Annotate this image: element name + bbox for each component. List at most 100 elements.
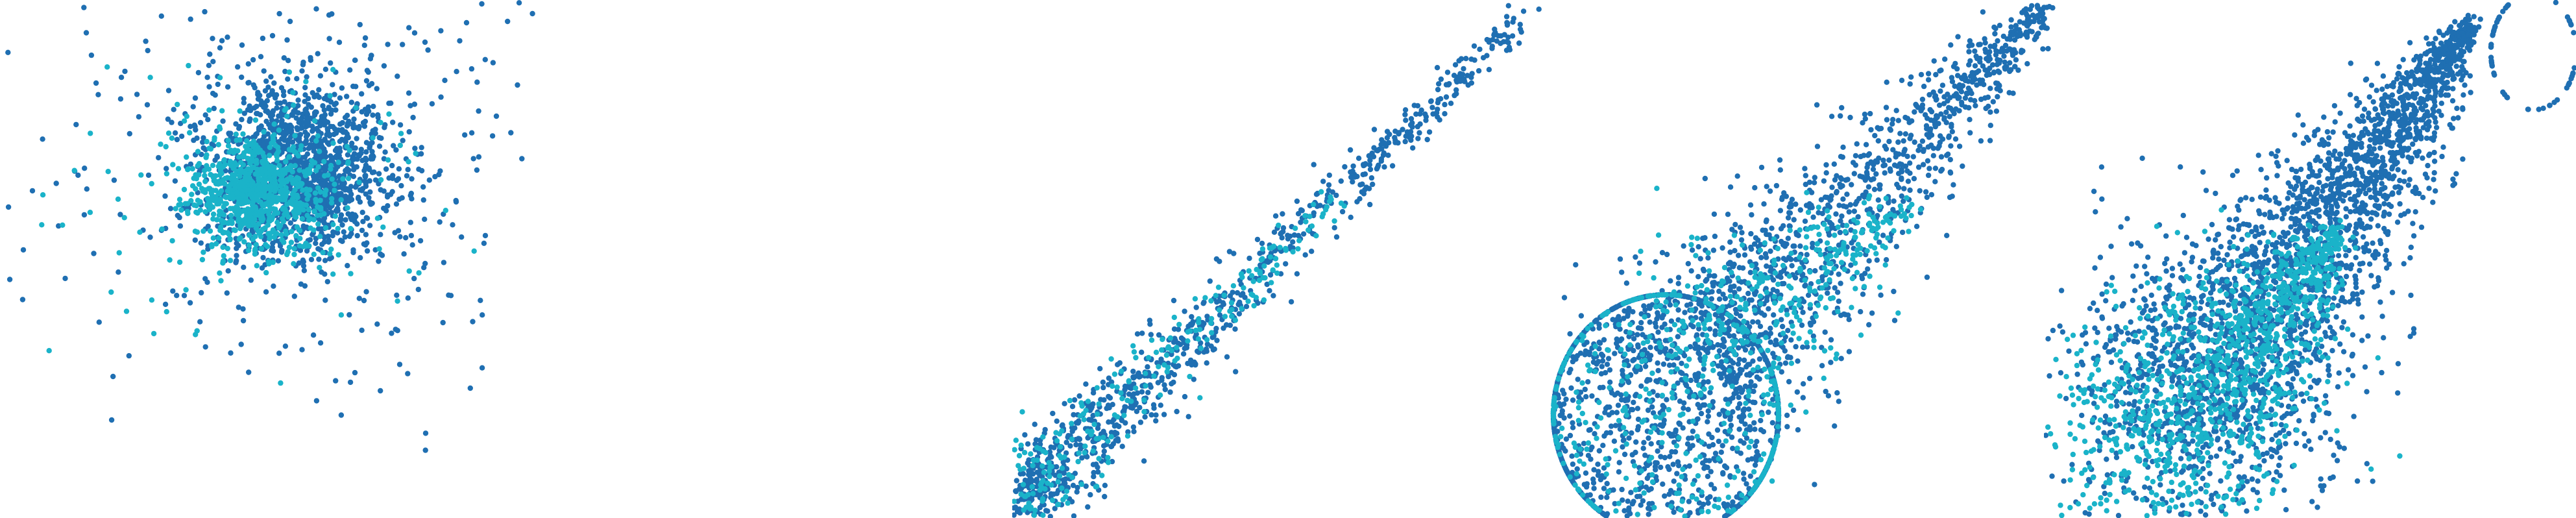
scatter-point <box>357 21 363 28</box>
scatter-point <box>1611 438 1618 444</box>
scatter-point <box>1598 494 1604 500</box>
scatter-point <box>60 222 66 228</box>
scatter-point <box>1313 191 1320 197</box>
scatter-point <box>2024 61 2030 67</box>
scatter-point <box>369 53 374 58</box>
scatter-point <box>231 227 237 233</box>
scatter-point <box>82 166 88 171</box>
scatter-point <box>239 117 245 123</box>
scatter-point <box>1063 466 1070 472</box>
scatter-point <box>1736 286 1742 292</box>
scatter-point <box>489 133 496 139</box>
scatter-point <box>1182 308 1187 314</box>
scatter-point <box>300 207 306 213</box>
scatter-point <box>282 99 287 105</box>
scatter-point <box>1851 171 1857 177</box>
scatter-point <box>1631 336 1637 341</box>
scatter-point <box>359 210 365 216</box>
scatter-point <box>1400 127 1405 132</box>
scatter-point <box>105 169 111 175</box>
scatter-point <box>1221 325 1226 331</box>
scatter-point <box>1224 354 1230 360</box>
scatter-point <box>1141 458 1147 464</box>
scatter-point <box>205 117 211 123</box>
scatter-point <box>362 118 369 125</box>
scatter-point <box>1159 377 1165 383</box>
scatter-point <box>408 232 415 239</box>
scatter-point <box>1264 281 1270 288</box>
scatter-point <box>184 208 191 215</box>
scatter-point <box>1925 172 1932 179</box>
scatter-point <box>1966 49 1972 55</box>
scatter-point <box>1163 352 1170 358</box>
scatter-point <box>1020 471 1027 476</box>
scatter-point <box>1750 319 1756 325</box>
scatter-point <box>1209 334 1215 340</box>
scatter-point <box>1130 394 1136 401</box>
scatter-point <box>1610 317 1616 323</box>
scatter-point <box>225 138 231 143</box>
scatter-point <box>416 270 422 276</box>
scatter-point <box>1331 225 1337 230</box>
scatter-point <box>268 74 274 80</box>
scatter-point <box>302 84 308 91</box>
scatter-point <box>1156 364 1161 369</box>
scatter-point <box>339 119 345 126</box>
scatter-point <box>1012 499 1017 504</box>
scatter-point <box>1054 502 1061 508</box>
scatter-point <box>315 51 321 56</box>
scatter-point <box>331 131 337 138</box>
scatter-point <box>1602 410 1608 415</box>
scatter-point <box>285 249 291 255</box>
scatter-point <box>1363 184 1370 190</box>
scatter-point <box>1684 441 1691 447</box>
scatter-point <box>1878 292 1884 298</box>
scatter-point <box>312 190 319 196</box>
scatter-point <box>348 184 354 190</box>
scatter-point <box>1062 401 1067 406</box>
scatter-point <box>177 223 184 229</box>
scatter-point <box>1134 408 1140 414</box>
scatter-point <box>352 369 358 376</box>
scatter-point <box>1874 257 1880 263</box>
scatter-point <box>169 119 175 125</box>
scatter-point <box>207 228 213 234</box>
scatter-point <box>1102 482 1108 488</box>
scatter-point <box>19 297 26 302</box>
scatter-point <box>264 170 270 176</box>
scatter-point <box>328 60 334 66</box>
scatter-point <box>1939 82 1946 88</box>
scatter-point <box>1026 457 1032 463</box>
scatter-point <box>1987 86 1993 92</box>
scatter-point <box>1162 386 1168 393</box>
scatter-point <box>317 123 323 129</box>
scatter-point <box>1079 403 1085 409</box>
scatter-point <box>1484 53 1490 58</box>
scatter-point <box>1105 460 1112 465</box>
scatter-point <box>118 75 125 80</box>
scatter-point <box>1274 270 1280 276</box>
scatter-point <box>324 278 330 285</box>
scatter-point <box>1277 245 1283 251</box>
scatter-point <box>1509 33 1516 39</box>
scatter-point <box>1800 381 1806 387</box>
scatter-point <box>1371 127 1378 132</box>
scatter-point <box>1893 108 1899 114</box>
scatter-point <box>386 101 392 106</box>
scatter-point <box>1047 473 1052 480</box>
scatter-point <box>1958 99 1965 105</box>
scatter-point <box>438 28 444 34</box>
scatter-point <box>225 245 230 251</box>
scatter-point <box>1096 401 1102 407</box>
scatter-point <box>1153 412 1159 418</box>
scatter-point <box>296 119 302 125</box>
scatter-point <box>202 173 208 179</box>
scatter-point <box>1133 354 1139 361</box>
scatter-point <box>397 142 403 149</box>
scatter-point <box>196 181 202 187</box>
scatter-point <box>122 68 128 75</box>
scatter-point <box>1157 392 1163 398</box>
scatter-point <box>343 139 348 145</box>
scatter-point <box>338 197 344 203</box>
scatter-point <box>1785 236 1791 241</box>
